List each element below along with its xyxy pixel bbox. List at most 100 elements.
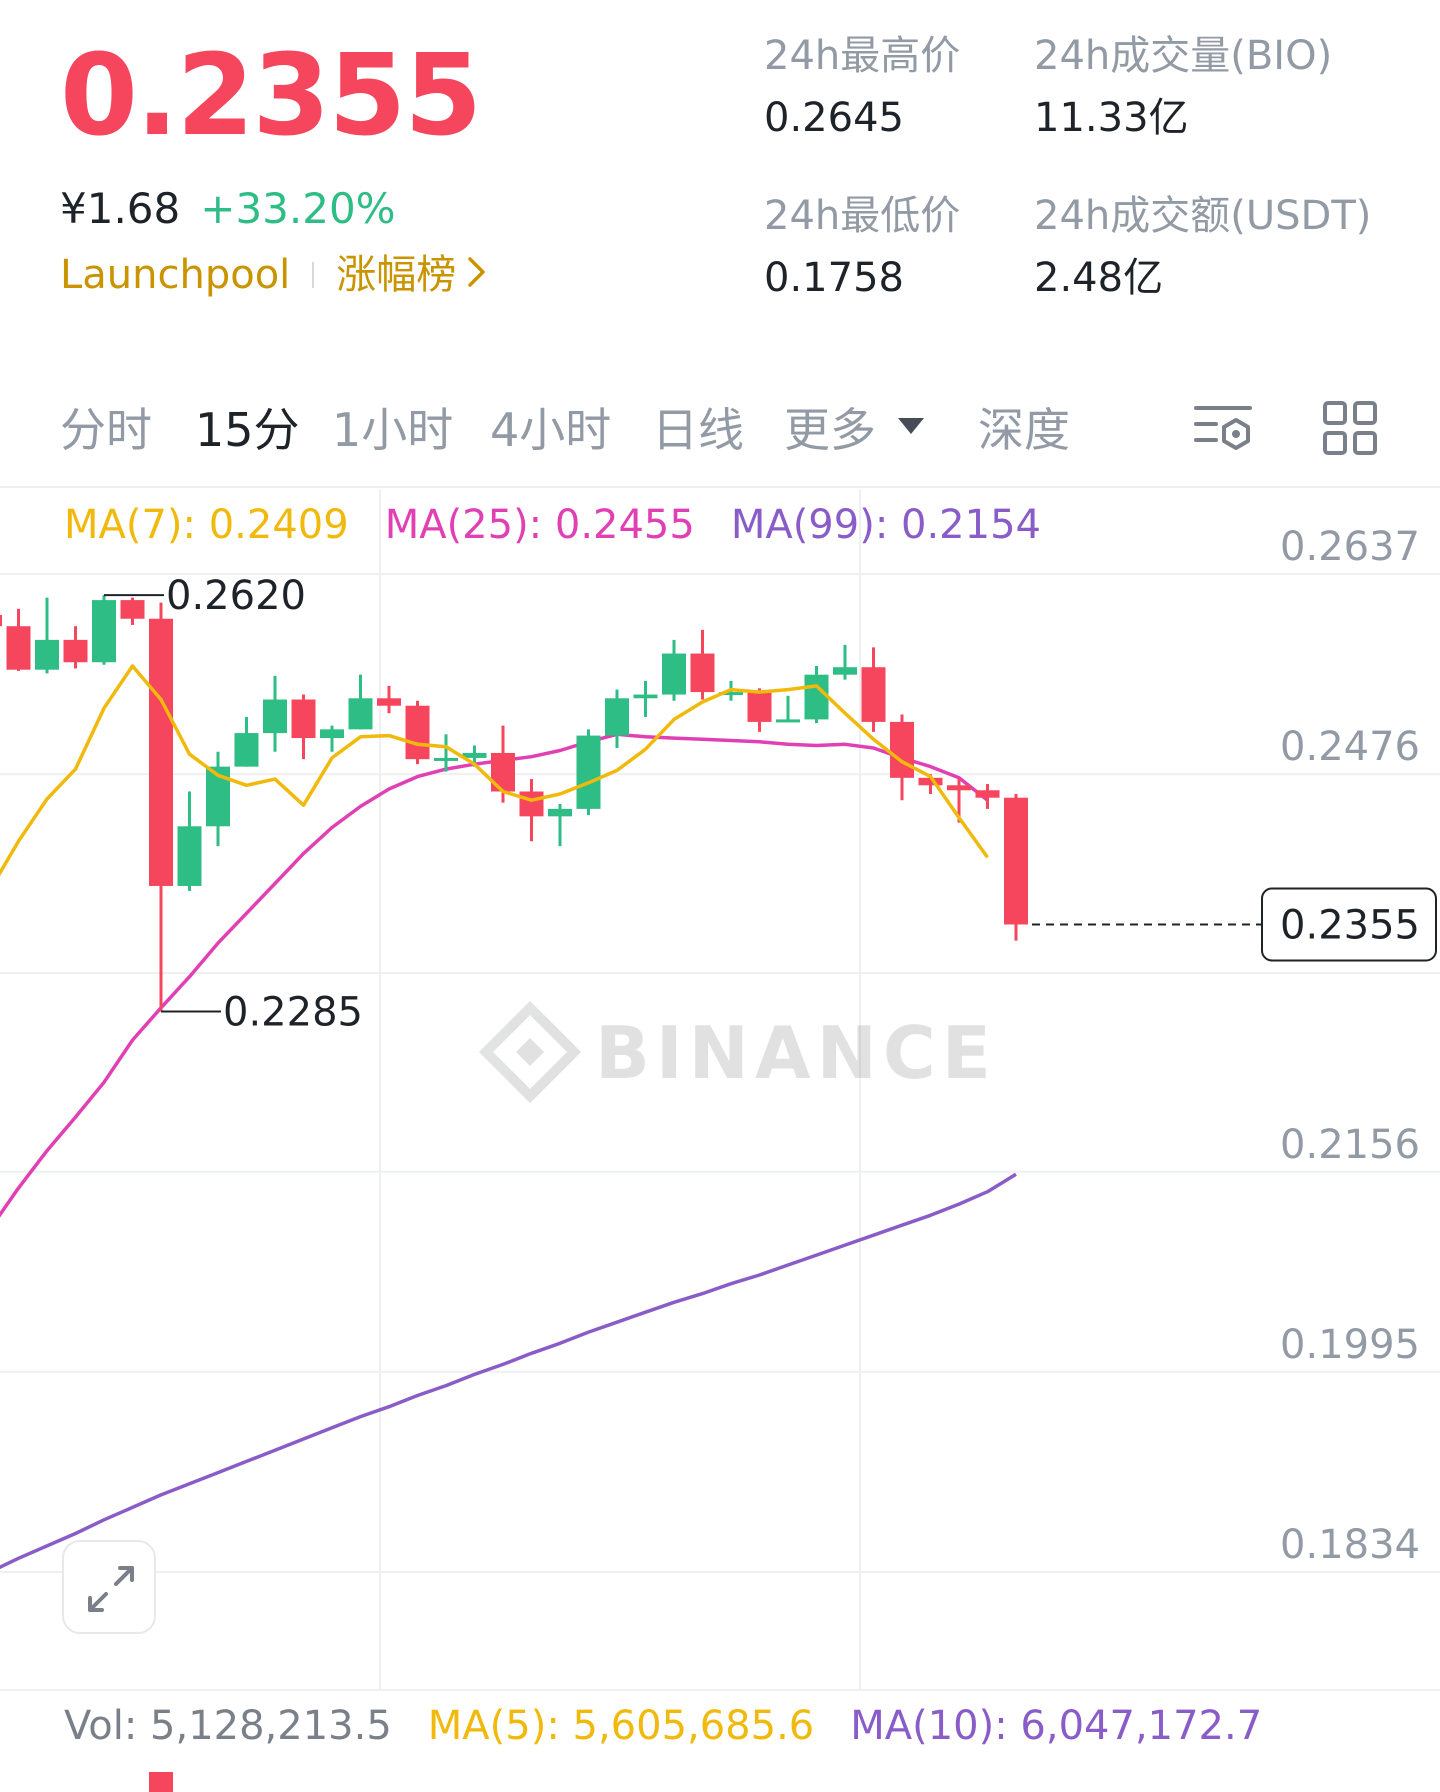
candle-up (35, 597, 59, 674)
candle-up (263, 675, 287, 752)
candle-body (804, 674, 829, 720)
max-price-label: 0.2620 (166, 573, 306, 619)
tag-divider (312, 262, 315, 288)
candle-body (890, 721, 914, 778)
launchpool-tag[interactable]: Launchpool (60, 252, 291, 298)
tab-more[interactable]: 更多 (784, 403, 876, 457)
candle-body (348, 698, 373, 730)
turnover-label: 24h成交额(USDT) (1034, 193, 1372, 239)
logo-diamond (478, 1000, 582, 1104)
candle-down (890, 714, 914, 801)
candle-body (35, 639, 59, 670)
candle-down (747, 688, 772, 732)
tab-1h[interactable]: 1小时 (332, 403, 454, 457)
price-cny: ¥1.68 (60, 184, 181, 233)
candle-down (6, 608, 31, 671)
candle-body (320, 729, 344, 739)
y-tick-label: 0.2156 (1280, 1122, 1420, 1168)
current-price-label: 0.2355 (1280, 902, 1420, 948)
candle-body (776, 719, 800, 723)
gainers-link[interactable]: 涨幅榜 (336, 252, 457, 298)
stat-turnover: 24h成交额(USDT) 2.48亿 (1034, 196, 1371, 298)
volume-label: 24h成交量(BIO) (1034, 33, 1333, 79)
candle-body (662, 653, 686, 695)
candle-body (92, 600, 116, 663)
candle-body (434, 757, 458, 761)
expand-button[interactable] (62, 1540, 156, 1634)
interval-tabs: 分时 15分 1小时 4小时 日线 更多 深度 (60, 400, 1400, 460)
current-price-box (1261, 887, 1437, 962)
candle-body (947, 785, 971, 791)
candle-body (576, 735, 601, 809)
chart-settings-icon[interactable] (1194, 402, 1254, 462)
tab-4h[interactable]: 4小时 (490, 403, 612, 457)
candle-up (548, 803, 572, 847)
tab-15m[interactable]: 15分 (195, 403, 300, 457)
min-price-label: 0.2285 (223, 989, 363, 1035)
candle-body (263, 699, 287, 734)
candle-down (291, 694, 316, 760)
candle-up (662, 639, 686, 701)
volume-value: 11.33亿 (1034, 95, 1189, 141)
candle-up (206, 751, 230, 847)
candle-body (377, 698, 401, 706)
candle-body (177, 826, 202, 886)
candle-down (1004, 793, 1028, 941)
candle-down (377, 685, 401, 714)
high-value: 0.2645 (764, 95, 904, 141)
tab-timeline[interactable]: 分时 (60, 403, 152, 457)
ma7-line (0, 664, 989, 877)
logo-center (516, 1038, 544, 1066)
candle-body (149, 618, 173, 886)
candle-up (576, 729, 601, 816)
volume-bars (149, 1772, 173, 1792)
candle-body (747, 692, 772, 722)
candle-body (462, 752, 487, 758)
ma7-legend: MA(7): 0.2409 (64, 502, 349, 548)
candle-body (0, 615, 2, 627)
ma25-legend: MA(25): 0.2455 (384, 502, 695, 548)
volume-value-legend: Vol: 5,128,213.5 (64, 1703, 392, 1749)
candle-down (0, 615, 2, 627)
candle-body (63, 639, 88, 663)
volume-legend: Vol: 5,128,213.5 MA(5): 5,605,685.6 MA(10)… (64, 1706, 1298, 1746)
candle-up (804, 665, 829, 724)
candle-down (149, 602, 173, 1012)
chevron-right-icon[interactable] (466, 255, 488, 295)
high-label: 24h最高价 (764, 33, 961, 79)
candle-down (975, 784, 1000, 809)
stat-low: 24h最低价 0.1758 (764, 196, 960, 298)
candle-up (234, 716, 259, 767)
candle-up (320, 725, 344, 752)
candle-down (519, 779, 544, 842)
candle-up (833, 644, 857, 680)
tab-1d[interactable]: 日线 (652, 403, 744, 457)
grid-layout-icon[interactable] (1322, 400, 1378, 460)
candle-down (120, 597, 145, 625)
candle-body (405, 705, 430, 760)
y-tick-label: 0.2476 (1280, 724, 1420, 770)
binance-logo-icon (478, 1000, 582, 1104)
low-value: 0.1758 (764, 255, 904, 301)
ma99-legend: MA(99): 0.2154 (730, 502, 1041, 548)
candle-down (690, 629, 715, 700)
dropdown-caret-icon[interactable] (898, 418, 924, 434)
candle-up (633, 680, 658, 717)
low-label: 24h最低价 (764, 193, 961, 239)
tabs-divider (0, 486, 1440, 488)
candle-body (833, 667, 857, 675)
ma99-line (0, 1172, 1017, 1570)
tab-depth[interactable]: 深度 (978, 403, 1070, 457)
volume-ma5-legend: MA(5): 5,605,685.6 (427, 1703, 815, 1749)
ma-legend: MA(7): 0.2409 MA(25): 0.2455 MA(99): 0.215… (64, 505, 1077, 545)
candle-body (918, 777, 943, 786)
candle-body (690, 653, 715, 693)
candle-body (120, 600, 145, 619)
candle-body (975, 790, 1000, 798)
tag-row: Launchpool 涨幅榜 (60, 255, 488, 295)
price-cny-row: ¥1.68 +33.20% (60, 188, 396, 230)
volume-ma10-legend: MA(10): 6,047,172.7 (850, 1703, 1263, 1749)
last-price: 0.2355 (60, 31, 482, 161)
candle-up (92, 595, 116, 665)
